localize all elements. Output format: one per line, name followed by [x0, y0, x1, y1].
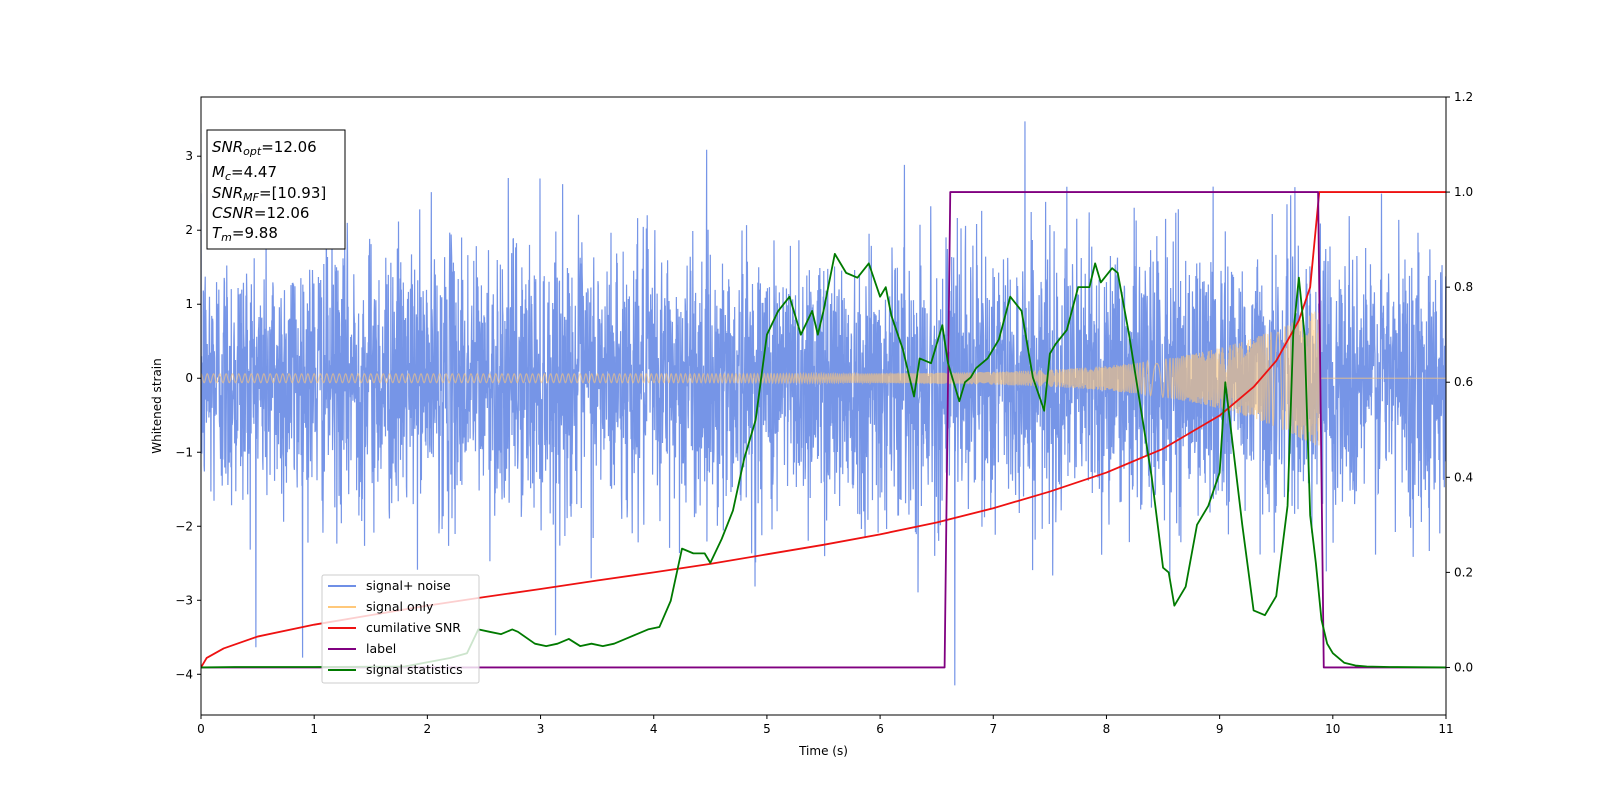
- y-axis-left-ticks: 3 2 1 0 −1 −2 −3 −4: [175, 149, 201, 681]
- x-tick-label: 7: [989, 722, 997, 736]
- x-axis-label: Time (s): [798, 744, 848, 758]
- y-left-tick-label: −2: [175, 519, 193, 533]
- series-label: [201, 191, 1446, 669]
- info-mc: Mc=4.47: [212, 163, 277, 183]
- y-left-tick-label: 1: [185, 297, 193, 311]
- info-box-frame: [206, 129, 346, 250]
- info-box: SNRopt=12.06 Mc=4.47 SNRMF=[10.93] CSNR=…: [206, 129, 346, 250]
- y-axis-label: Whitened strain: [150, 358, 164, 454]
- y-right-tick-label: 0.6: [1454, 375, 1473, 389]
- legend-entry-signal-noise: signal+ noise: [328, 578, 451, 593]
- x-tick-label: 1: [310, 722, 318, 736]
- x-tick-label: 9: [1216, 722, 1224, 736]
- y-right-tick-label: 0.8: [1454, 280, 1473, 294]
- x-tick-label: 0: [197, 722, 205, 736]
- legend-entry-label: label: [328, 641, 396, 656]
- y-left-tick-label: 2: [185, 223, 193, 237]
- legend-entry-signal-statistics: signal statistics: [328, 662, 463, 677]
- y-left-tick-label: −1: [175, 445, 193, 459]
- axes-border: [200, 96, 1447, 716]
- y-right-tick-label: 0.2: [1454, 565, 1473, 579]
- y-left-tick-label: 3: [185, 149, 193, 163]
- y-right-tick-label: 0.0: [1454, 660, 1473, 674]
- x-tick-label: 11: [1438, 722, 1453, 736]
- y-right-tick-label: 1.0: [1454, 185, 1473, 199]
- axes-frame: [200, 96, 1447, 716]
- legend-label: signal+ noise: [366, 578, 451, 593]
- y-left-tick-label: −4: [175, 667, 193, 681]
- x-tick-label: 6: [876, 722, 884, 736]
- y-axis-right-ticks: 1.2 1.0 0.8 0.6 0.4 0.2 0.0: [1446, 90, 1473, 674]
- y-left-tick-label: 0: [185, 371, 193, 385]
- x-tick-label: 10: [1325, 722, 1340, 736]
- legend: signal+ noise signal only cumilative SNR…: [321, 574, 480, 684]
- y-right-tick-label: 0.4: [1454, 470, 1473, 484]
- info-tm: Tm=9.88: [212, 224, 278, 244]
- legend-entry-signal-only: signal only: [328, 599, 434, 614]
- x-tick-label: 8: [1103, 722, 1111, 736]
- legend-label: cumilative SNR: [366, 620, 461, 635]
- legend-label: label: [366, 641, 396, 656]
- x-tick-label: 2: [424, 722, 432, 736]
- x-tick-label: 5: [763, 722, 771, 736]
- y-left-tick-label: −3: [175, 593, 193, 607]
- x-axis-ticks: 0 1 2 3 4 5 6 7 8 9 10 11: [197, 715, 1454, 736]
- x-tick-label: 4: [650, 722, 658, 736]
- legend-entry-cumulative-snr: cumilative SNR: [328, 620, 461, 635]
- y-right-tick-label: 1.2: [1454, 90, 1473, 104]
- legend-label: signal only: [366, 599, 434, 614]
- info-snr-opt: SNRopt=12.06: [212, 138, 317, 158]
- legend-label: signal statistics: [366, 662, 463, 677]
- legend-frame: [321, 574, 480, 684]
- info-csnr: CSNR=12.06: [212, 204, 309, 222]
- series-signal-statistics: [201, 252, 1446, 669]
- series-signal-only: [201, 310, 1446, 446]
- x-tick-label: 3: [537, 722, 545, 736]
- info-snr-mf: SNRMF=[10.93]: [212, 184, 326, 204]
